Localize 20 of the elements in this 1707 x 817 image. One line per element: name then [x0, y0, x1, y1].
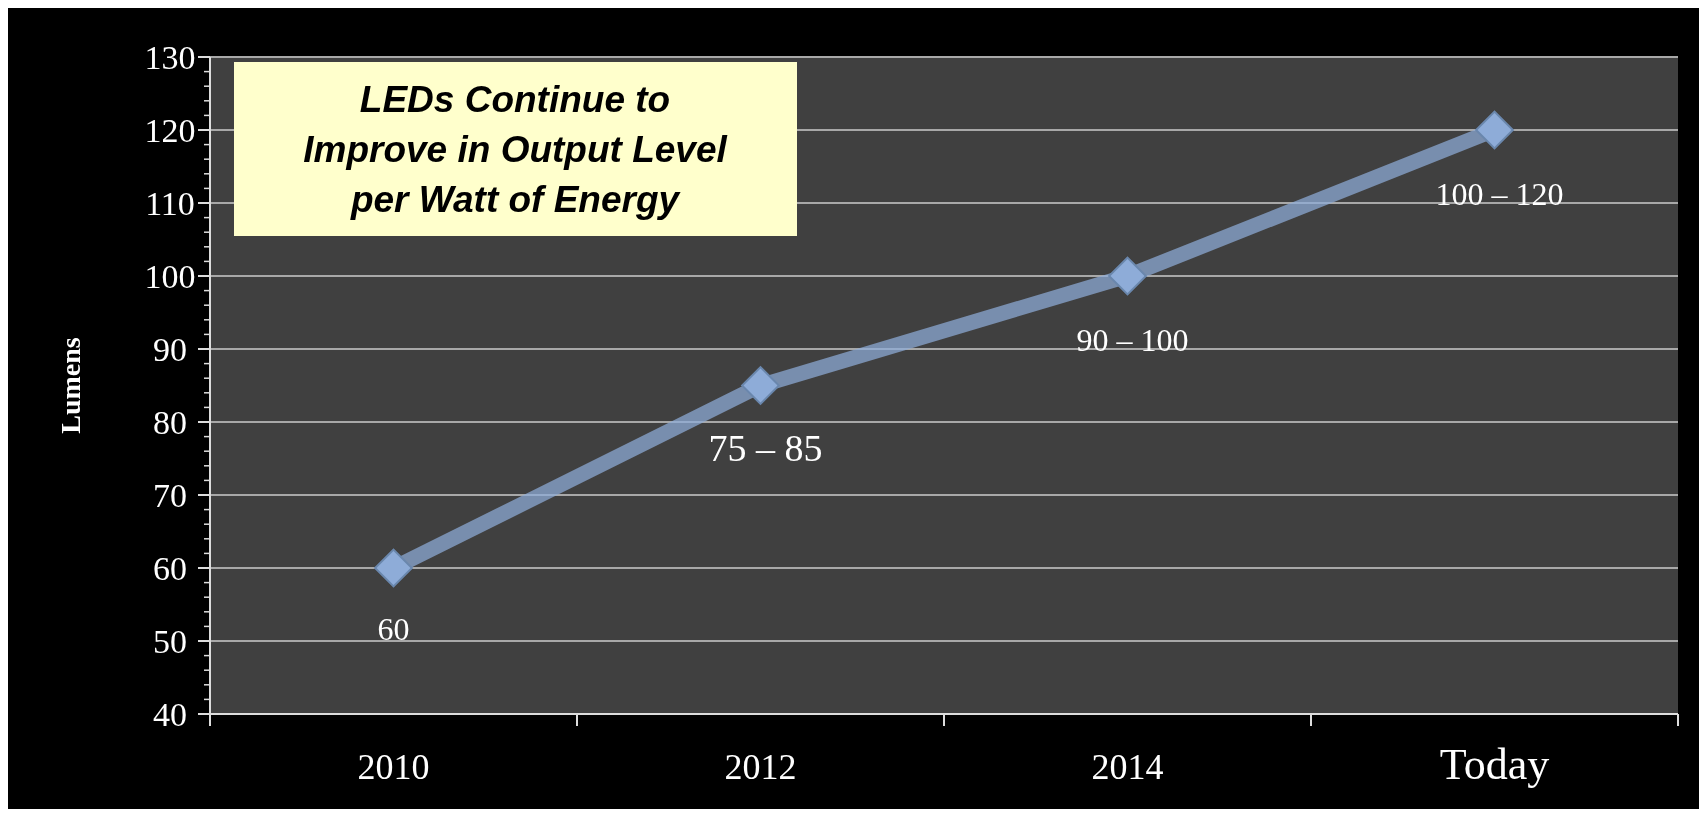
text: LEDs Continue to Improve in Output Level per Watt of Energy [303, 79, 728, 220]
y-tick-label: 90 [153, 330, 187, 368]
y-tick-label: 60 [153, 549, 187, 587]
y-tick-label: 130 [144, 38, 196, 76]
x-tick-label: 2010 [357, 747, 430, 787]
y-tick-label: 80 [153, 403, 187, 441]
annotation: 90 – 100 [1076, 322, 1189, 358]
x-tick-label: 2012 [724, 747, 797, 787]
y-tick-label: 120 [144, 111, 196, 149]
annotation: 75 – 85 [708, 426, 823, 469]
x-tick-label: 2014 [1091, 747, 1164, 787]
annotation: 100 – 120 [1435, 176, 1564, 212]
y-axis-title: Lumens [55, 337, 86, 434]
y-tick-label: 40 [153, 695, 187, 733]
annotation: 60 [377, 611, 410, 647]
y-tick-label: 50 [153, 622, 187, 660]
y-tick-label: 100 [144, 257, 196, 295]
y-tick-label: 110 [145, 184, 195, 222]
x-tick-label: Today [1439, 740, 1550, 789]
y-tick-label: 70 [153, 476, 187, 514]
